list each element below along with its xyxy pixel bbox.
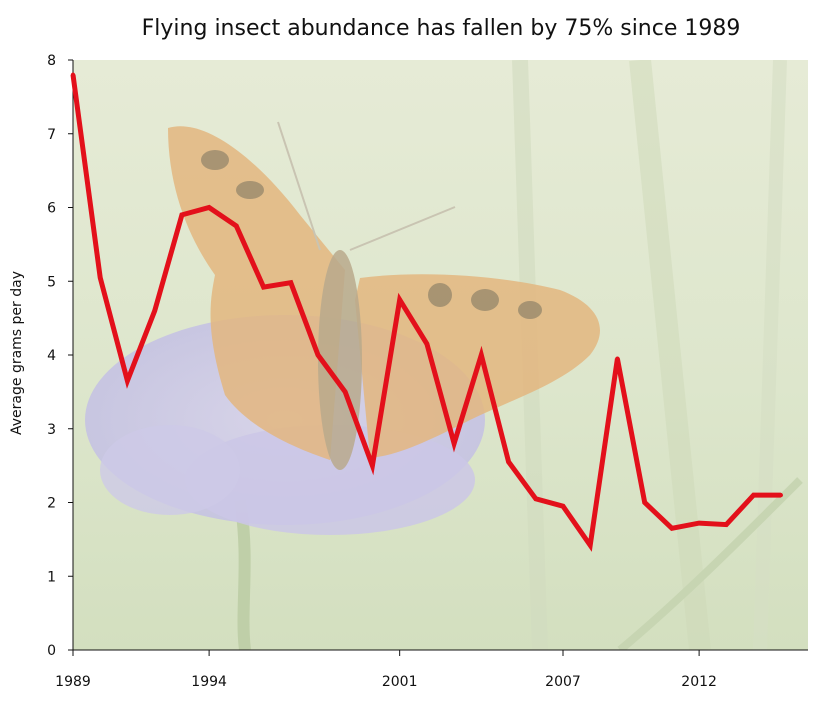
data-point	[125, 378, 130, 384]
x-tick-label: 2007	[545, 674, 581, 690]
y-tick-label: 0	[47, 643, 56, 659]
data-point	[451, 441, 457, 446]
data-point	[179, 212, 185, 218]
data-point	[315, 352, 321, 358]
x-tick-label: 1994	[191, 674, 227, 690]
background-photo	[73, 60, 808, 650]
data-point	[669, 526, 675, 531]
data-point	[642, 500, 647, 505]
y-tick-label: 6	[47, 201, 56, 217]
x-tick-label: 2012	[681, 674, 717, 690]
data-point	[560, 503, 566, 509]
y-tick-label: 1	[47, 569, 56, 585]
data-point	[778, 492, 783, 498]
data-point	[506, 459, 511, 465]
data-point	[206, 205, 212, 210]
data-point	[234, 223, 239, 229]
data-point	[397, 297, 402, 302]
data-point	[479, 352, 484, 358]
data-point	[724, 522, 729, 527]
y-tick-label: 7	[47, 127, 56, 143]
data-point	[288, 280, 293, 285]
x-tick-label: 2001	[382, 674, 418, 690]
data-point	[152, 308, 157, 313]
y-tick-label: 3	[47, 422, 56, 438]
y-axis-label: Average grams per day	[9, 271, 25, 435]
chart-title: Flying insect abundance has fallen by 75…	[142, 16, 741, 41]
y-tick-label: 8	[47, 53, 56, 69]
data-point	[370, 463, 375, 468]
data-point	[588, 543, 593, 548]
y-tick-label: 4	[47, 348, 56, 364]
data-point	[533, 496, 538, 502]
x-tick-label: 1989	[55, 674, 91, 690]
data-point	[261, 284, 266, 290]
data-point	[343, 389, 348, 395]
y-tick-label: 5	[47, 274, 56, 290]
data-point	[751, 492, 756, 498]
data-point	[615, 356, 620, 361]
data-point	[424, 341, 430, 347]
y-tick-label: 2	[47, 496, 56, 512]
data-point	[70, 72, 76, 77]
data-point	[98, 275, 103, 280]
data-point	[696, 520, 702, 526]
